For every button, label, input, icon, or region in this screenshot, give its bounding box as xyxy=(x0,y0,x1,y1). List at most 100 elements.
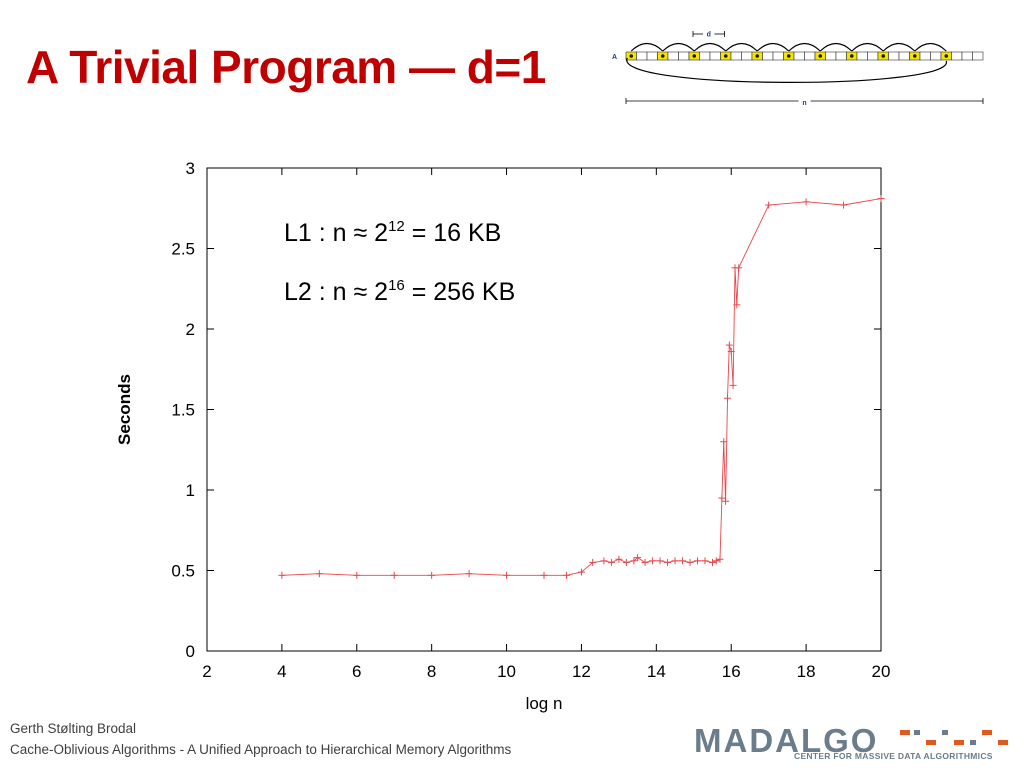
array-cell xyxy=(972,51,984,61)
data-point xyxy=(607,558,615,566)
data-point xyxy=(694,557,702,565)
y-tick-label: 1 xyxy=(186,481,195,500)
data-point xyxy=(709,558,716,566)
data-point xyxy=(735,264,743,272)
data-point xyxy=(649,557,657,565)
data-point xyxy=(278,571,286,579)
data-point xyxy=(634,554,642,562)
data-point xyxy=(725,341,733,349)
x-tick-label: 16 xyxy=(722,662,741,681)
y-axis-label: Seconds xyxy=(115,374,134,445)
data-point xyxy=(353,571,361,579)
array-dot xyxy=(723,54,728,58)
array-dot xyxy=(818,54,823,58)
jump-arc xyxy=(630,42,664,52)
array-dot xyxy=(660,54,665,58)
x-tick-label: 4 xyxy=(277,662,286,681)
annotation-prefix: L2 : n ≈ 2 xyxy=(284,278,388,306)
jump-arc xyxy=(693,42,727,52)
cache-annotation-2: L2 : n ≈ 216 = 256 KB xyxy=(284,277,515,306)
wrap-around-arc xyxy=(626,57,947,83)
data-point xyxy=(733,301,741,309)
data-point xyxy=(727,348,735,356)
jump-arc xyxy=(662,42,695,52)
n-label-bg xyxy=(798,97,811,106)
logo-wordmark: MADALGO xyxy=(694,722,879,759)
footer-course: Cache-Oblivious Algorithms - A Unified A… xyxy=(10,742,512,757)
logo-dots-icon xyxy=(900,730,1008,745)
data-point xyxy=(641,558,649,566)
data-point xyxy=(765,201,773,209)
x-axis-label: log n xyxy=(526,694,563,713)
slide-title: A Trivial Program — d=1 xyxy=(26,41,546,93)
data-point xyxy=(615,555,623,563)
jump-arc xyxy=(788,42,821,52)
data-point xyxy=(600,557,608,565)
array-dot xyxy=(912,54,917,58)
jump-arc xyxy=(819,42,853,52)
array-diagram: Ad n xyxy=(612,31,984,107)
x-tick-label: 6 xyxy=(352,662,361,681)
madalgo-logo: MADALGO CENTER FOR MASSIVE DATA ALGORITH… xyxy=(694,722,1024,768)
data-point xyxy=(503,571,511,579)
data-point xyxy=(729,381,737,389)
jump-arc xyxy=(756,42,790,52)
array-dot xyxy=(629,54,634,58)
data-point xyxy=(877,195,885,203)
x-tick-label: 12 xyxy=(572,662,591,681)
y-tick-label: 0.5 xyxy=(171,562,195,581)
data-point xyxy=(465,570,473,578)
jump-arc xyxy=(882,42,916,52)
cache-annotation-1: L1 : n ≈ 212 = 16 KB xyxy=(284,218,501,247)
x-tick-label: 14 xyxy=(647,662,666,681)
array-dot xyxy=(786,54,791,58)
y-tick-label: 1.5 xyxy=(171,401,195,420)
data-point xyxy=(630,557,638,565)
y-tick-label: 2 xyxy=(186,320,195,339)
data-point xyxy=(723,394,731,402)
annotation-exponent: 12 xyxy=(388,218,405,235)
data-point xyxy=(716,555,724,563)
data-point xyxy=(540,571,548,579)
data-point xyxy=(577,568,585,576)
data-point xyxy=(315,570,323,578)
footer-author: Gerth Stølting Brodal xyxy=(10,721,137,736)
data-point xyxy=(671,557,679,565)
array-dot xyxy=(755,54,760,58)
data-point xyxy=(722,497,730,505)
y-tick-label: 3 xyxy=(186,159,195,178)
data-point xyxy=(712,557,720,565)
series-line xyxy=(281,198,882,576)
data-point xyxy=(686,558,694,566)
data-point xyxy=(622,558,630,566)
data-point xyxy=(390,571,398,579)
data-point xyxy=(656,557,664,565)
x-tick-label: 10 xyxy=(497,662,516,681)
data-point xyxy=(802,198,810,206)
data-point xyxy=(679,557,687,565)
jump-arc xyxy=(851,42,884,52)
logo-subtitle: CENTER FOR MASSIVE DATA ALGORITHMICS xyxy=(794,751,993,761)
data-point xyxy=(718,494,726,502)
data-point xyxy=(562,571,570,579)
x-tick-label: 2 xyxy=(202,662,211,681)
x-tick-label: 18 xyxy=(797,662,816,681)
y-tick-label: 0 xyxy=(186,642,195,661)
y-tick-label: 2.5 xyxy=(171,240,195,259)
array-dot xyxy=(692,54,697,58)
x-tick-label: 8 xyxy=(427,662,436,681)
n-label: n xyxy=(802,100,806,107)
annotation-prefix: L1 : n ≈ 2 xyxy=(284,219,388,247)
annotation-suffix: = 16 KB xyxy=(405,219,502,247)
data-point xyxy=(664,558,672,566)
d-label: d xyxy=(707,32,711,39)
jump-arc xyxy=(725,42,758,52)
data-point xyxy=(720,438,728,446)
array-dot xyxy=(849,54,854,58)
annotation-suffix: = 256 KB xyxy=(405,278,516,306)
array-label: A xyxy=(612,54,617,61)
array-dot xyxy=(881,54,886,58)
array-dot xyxy=(944,54,949,58)
data-point xyxy=(428,571,436,579)
